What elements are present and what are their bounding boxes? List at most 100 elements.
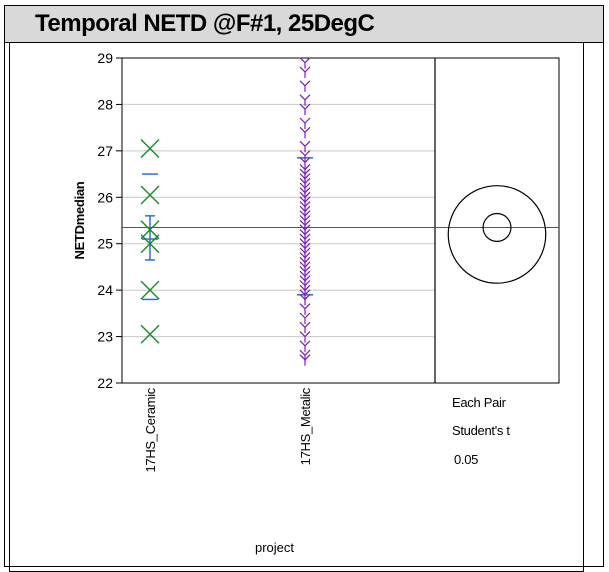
data-point-stroke <box>299 177 306 184</box>
data-point <box>299 340 311 352</box>
data-point-stroke <box>299 284 306 291</box>
data-point-stroke <box>299 191 306 198</box>
data-point-stroke <box>299 349 306 356</box>
data-point-stroke <box>304 215 311 221</box>
data-point-stroke <box>299 66 306 73</box>
data-point-stroke <box>299 229 306 235</box>
data-point <box>140 220 160 240</box>
chart-title: Temporal NETD @F#1, 25DegC <box>35 10 375 37</box>
x-tick-label: 17HS_Metalic <box>298 387 313 465</box>
data-point-stroke <box>299 57 306 64</box>
data-point-stroke <box>304 224 311 231</box>
data-point <box>299 117 311 129</box>
data-point-stroke <box>304 284 311 291</box>
comparison-circle <box>447 185 547 284</box>
y-tick-label: 22 <box>97 375 113 391</box>
y-axis-label: NETDmedian <box>72 181 87 259</box>
data-point <box>299 321 311 334</box>
data-point-stroke <box>304 354 311 361</box>
data-point-stroke <box>304 321 311 328</box>
data-point-stroke <box>299 242 306 249</box>
data-point <box>140 280 160 300</box>
data-point-stroke <box>299 256 306 263</box>
data-point-stroke <box>299 219 306 226</box>
data-point-stroke <box>299 266 306 272</box>
comparison-label: Student's t <box>452 423 510 438</box>
data-point-stroke <box>299 201 306 207</box>
data-point-stroke <box>299 275 306 282</box>
data-point-stroke <box>299 294 306 300</box>
data-point-stroke <box>299 247 306 254</box>
y-tick-label: 24 <box>97 282 113 298</box>
data-point-stroke <box>304 303 311 310</box>
data-point-stroke <box>304 168 311 175</box>
data-point-stroke <box>299 210 306 217</box>
data-point-stroke <box>304 289 311 296</box>
data-point-stroke <box>299 117 306 124</box>
data-point-stroke <box>299 224 306 231</box>
data-point <box>299 150 311 162</box>
data-point-stroke <box>299 252 306 259</box>
data-point-stroke <box>299 238 306 245</box>
data-point-stroke <box>304 150 311 156</box>
data-point-stroke <box>299 331 306 337</box>
comparison-circle <box>482 212 512 242</box>
y-tick-label: 28 <box>97 96 113 112</box>
data-point-stroke <box>304 117 311 124</box>
data-point-stroke <box>304 196 311 203</box>
data-point <box>299 66 311 78</box>
data-point-stroke <box>299 196 306 203</box>
data-point-stroke <box>304 126 311 133</box>
data-point-stroke <box>304 280 311 286</box>
data-point-stroke <box>304 164 311 170</box>
data-point-stroke <box>304 210 311 217</box>
data-point <box>299 331 311 343</box>
data-point-stroke <box>299 164 306 170</box>
data-point-stroke <box>304 261 311 268</box>
data-point-stroke <box>299 140 306 147</box>
data-point-stroke <box>299 261 306 268</box>
data-point-stroke <box>304 191 311 198</box>
data-point-stroke <box>304 157 311 163</box>
data-point-stroke <box>304 294 311 300</box>
data-point-stroke <box>304 331 311 337</box>
data-point <box>299 103 311 116</box>
data-point-stroke <box>304 182 311 189</box>
data-point-stroke <box>304 94 311 101</box>
data-point-stroke <box>304 205 311 212</box>
data-point-stroke <box>304 349 311 356</box>
data-point <box>299 354 311 366</box>
plot-area <box>121 57 560 384</box>
data-point-stroke <box>304 80 311 87</box>
data-point-stroke <box>140 324 160 344</box>
data-point-stroke <box>299 321 306 328</box>
title-bar: Temporal NETD @F#1, 25DegC <box>5 6 603 43</box>
data-point-stroke <box>304 219 311 226</box>
data-point-stroke <box>299 126 306 133</box>
data-point-stroke <box>304 247 311 254</box>
data-point-stroke <box>304 266 311 272</box>
data-point-stroke <box>140 280 160 300</box>
y-tick-label: 23 <box>97 329 113 345</box>
data-point-stroke <box>140 185 160 205</box>
data-point-stroke <box>304 201 311 207</box>
data-point-stroke <box>304 242 311 249</box>
data-point <box>299 157 311 169</box>
data-point-stroke <box>304 340 311 347</box>
data-point-stroke <box>299 80 306 87</box>
data-point-stroke <box>299 312 306 319</box>
y-tick-label: 27 <box>97 143 113 159</box>
data-point-stroke <box>304 173 311 180</box>
data-point-stroke <box>304 252 311 259</box>
data-point-stroke <box>304 57 311 64</box>
data-point-stroke <box>299 205 306 212</box>
data-point-stroke <box>304 140 311 147</box>
y-tick-label: 26 <box>97 189 113 205</box>
data-point-stroke <box>299 233 306 240</box>
data-point <box>140 324 160 344</box>
x-axis-label: project <box>255 540 294 555</box>
comparison-label: Each Pair <box>452 395 507 410</box>
data-point-stroke <box>299 289 306 296</box>
data-point-stroke <box>299 354 306 361</box>
